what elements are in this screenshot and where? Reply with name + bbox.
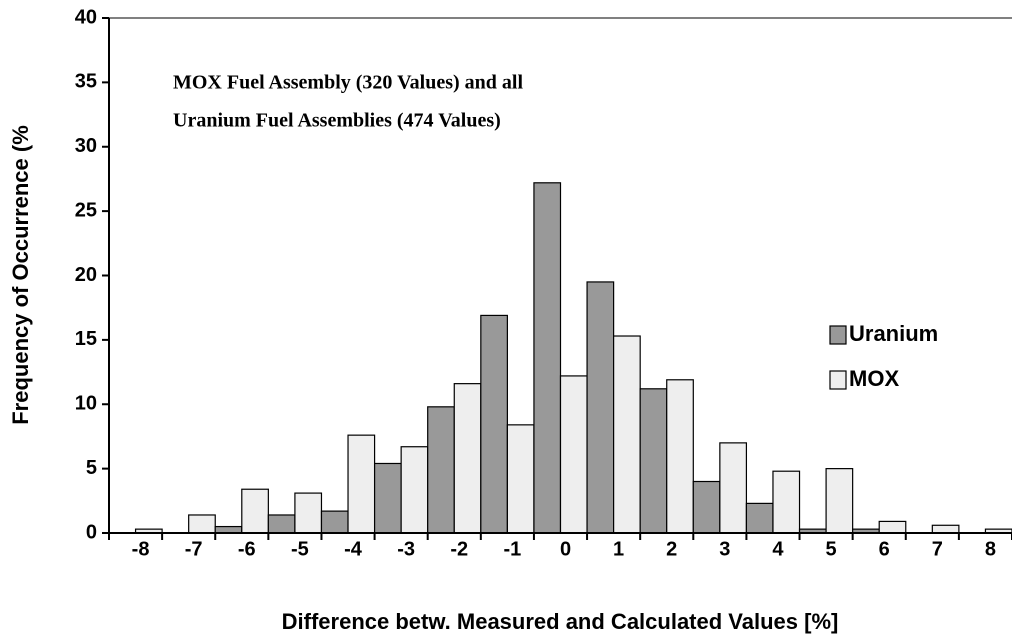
bar <box>825 468 854 534</box>
bar <box>347 434 376 534</box>
x-tick-label: 0 <box>560 538 571 560</box>
x-tick-label: -4 <box>344 538 363 560</box>
bar <box>453 383 482 534</box>
y-tick-label: 5 <box>86 457 97 479</box>
bar <box>427 406 455 534</box>
x-tick-label: 8 <box>985 538 996 560</box>
bar <box>400 446 429 534</box>
x-tick-label: -8 <box>132 538 150 560</box>
bar <box>559 375 588 534</box>
y-tick-label: 0 <box>86 521 97 543</box>
bar <box>480 314 508 534</box>
bar <box>772 470 801 534</box>
bar <box>188 514 216 534</box>
y-tick-label: 40 <box>75 6 97 28</box>
x-tick-label: 3 <box>719 538 730 560</box>
y-tick-label: 10 <box>75 393 97 415</box>
x-tick-label: 7 <box>932 538 943 560</box>
bar <box>373 462 402 534</box>
legend-label: Uranium <box>849 321 938 346</box>
legend-swatch <box>829 370 847 390</box>
bar <box>692 480 721 534</box>
y-tick-label: 20 <box>75 264 97 286</box>
bar <box>241 488 269 534</box>
x-tick-label: 1 <box>613 538 624 560</box>
x-tick-label: 5 <box>826 538 837 560</box>
y-axis-label: Frequency of Occurrence (% <box>8 125 33 425</box>
annotation: Uranium Fuel Assemblies (474 Values) <box>173 110 501 132</box>
x-tick-label: -2 <box>450 538 468 560</box>
bar <box>320 510 349 534</box>
x-tick-label: -3 <box>397 538 415 560</box>
x-tick-label: -6 <box>238 538 256 560</box>
bar <box>745 502 774 534</box>
x-tick-label: -7 <box>185 538 203 560</box>
legend-swatch <box>829 325 847 345</box>
bar <box>639 388 668 534</box>
x-tick-label: 4 <box>772 538 784 560</box>
legend-label: MOX <box>849 366 899 391</box>
x-tick-label: -1 <box>503 538 521 560</box>
y-tick-label: 25 <box>75 199 97 221</box>
y-tick-label: 15 <box>75 328 97 350</box>
x-tick-label: -5 <box>291 538 309 560</box>
x-axis-label: Difference betw. Measured and Calculated… <box>282 609 839 634</box>
bar <box>613 335 641 534</box>
annotation: MOX Fuel Assembly (320 Values) and all <box>173 72 523 94</box>
y-tick-label: 30 <box>75 135 97 157</box>
x-tick-label: 6 <box>879 538 890 560</box>
x-tick-label: 2 <box>666 538 677 560</box>
bar <box>719 442 748 534</box>
bar <box>878 520 907 534</box>
bar <box>506 424 535 534</box>
bar <box>294 492 323 534</box>
bar <box>666 379 694 534</box>
y-tick-label: 35 <box>75 71 97 93</box>
bar <box>533 182 562 534</box>
bar <box>931 524 960 534</box>
bar <box>267 514 296 534</box>
bar <box>586 281 615 534</box>
